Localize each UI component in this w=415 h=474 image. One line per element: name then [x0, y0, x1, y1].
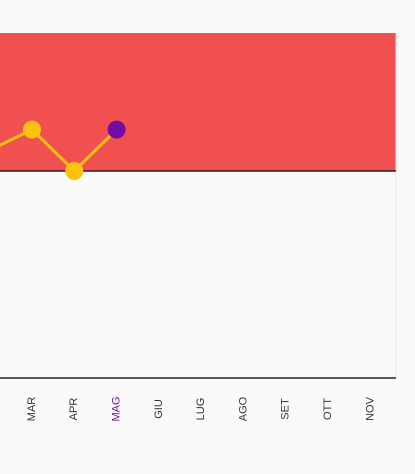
threshold-band: [0, 33, 396, 171]
series-line: [0, 127, 118, 174]
x-tick-label: GIU: [153, 399, 165, 419]
x-tick-label: APR: [68, 398, 80, 421]
x-tick-label: MAG: [111, 396, 123, 421]
x-tick-label: LUG: [195, 398, 207, 421]
x-tick-label: SET: [280, 398, 292, 420]
data-point: [107, 120, 126, 139]
x-tick-label: OTT: [322, 398, 334, 420]
data-point: [23, 120, 41, 139]
data-point: [65, 162, 84, 180]
x-tick-label: NOV: [364, 396, 376, 421]
plot-area: [0, 120, 126, 180]
x-tick-label: MAR: [26, 397, 38, 422]
x-tick-label: AGO: [237, 396, 249, 421]
